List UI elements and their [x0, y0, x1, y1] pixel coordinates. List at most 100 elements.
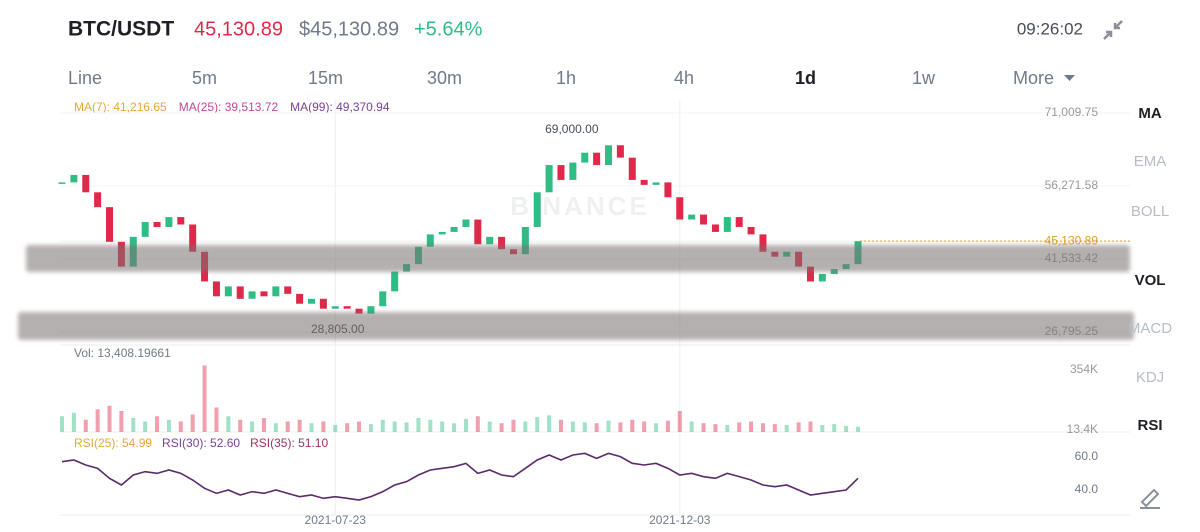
rsi-tick-label: 40.0 [1075, 482, 1099, 496]
ma-label: MA(99): 49,370.94 [290, 100, 390, 114]
volume-bar [309, 423, 314, 432]
volume-bar [297, 419, 302, 432]
volume-bar [582, 422, 587, 432]
y-tick-label: 56,271.58 [1045, 178, 1099, 192]
candle [165, 217, 173, 227]
candle [486, 236, 494, 245]
candle [628, 157, 636, 180]
rsi-label: RSI(30): 52.60 [162, 436, 240, 450]
volume-bar [594, 423, 599, 432]
candle [723, 217, 731, 232]
volume-bar [345, 423, 350, 432]
candle [438, 231, 446, 235]
indicator-option[interactable]: MA [1138, 105, 1161, 122]
volume-tick-label: 354K [1070, 362, 1098, 376]
pair: BTC/USDT [68, 18, 174, 41]
volume-bar [143, 421, 148, 432]
tab[interactable]: More [1013, 68, 1054, 88]
indicator-option[interactable]: VOL [1135, 272, 1166, 289]
tab[interactable]: 1h [556, 68, 576, 88]
high-label: 69,000.00 [545, 122, 599, 136]
volume-bar [60, 416, 64, 432]
indicator-option[interactable]: BOLL [1131, 203, 1169, 220]
volume-bar [558, 419, 563, 432]
candle [581, 152, 589, 163]
price-usd: $45,130.89 [299, 18, 399, 40]
volume-bar [618, 422, 623, 432]
candle [82, 174, 90, 193]
volume-bar [606, 420, 611, 432]
draw-icon[interactable] [1140, 488, 1160, 509]
volume-bar [689, 421, 694, 432]
volume-bar [630, 419, 635, 432]
rsi-line [61, 452, 859, 501]
candle [106, 207, 114, 242]
volume-bar [119, 411, 124, 432]
indicator-option[interactable]: KDJ [1136, 369, 1164, 386]
volume-bar [856, 426, 860, 432]
time: 09:26:02 [1017, 19, 1083, 38]
collapse-icon[interactable] [1103, 20, 1123, 40]
volume-bar [820, 425, 825, 432]
indicator-option[interactable]: EMA [1134, 153, 1167, 170]
candle [593, 152, 601, 166]
volume-bar [452, 423, 457, 432]
candle [307, 298, 315, 304]
candle [711, 224, 719, 232]
volume-bar [416, 418, 421, 432]
volume-bar [796, 422, 801, 432]
watermark: BINANCE [510, 191, 649, 221]
candle [640, 179, 648, 185]
volume-label: Vol: 13,408.19661 [74, 346, 171, 360]
candle [557, 165, 565, 180]
volume-bar [178, 421, 183, 432]
x-tick-label: 2021-07-23 [305, 513, 367, 527]
indicator-option[interactable]: RSI [1137, 417, 1162, 434]
ma-label: MA(7): 41,216.65 [74, 100, 167, 114]
candle [806, 266, 814, 282]
candle [605, 145, 613, 166]
volume-bar [808, 421, 813, 432]
volume-bar [570, 421, 575, 432]
tab[interactable]: 5m [192, 68, 217, 88]
volume-bar [392, 421, 397, 432]
candle [367, 306, 375, 314]
volume-bar [250, 421, 255, 432]
volume-bar [440, 421, 445, 432]
candle [296, 293, 304, 304]
candle [272, 286, 280, 297]
candle [260, 291, 268, 297]
candle [545, 165, 553, 193]
indicator-option[interactable]: MACD [1128, 320, 1172, 337]
tab[interactable]: Line [68, 68, 102, 88]
volume-bar [261, 418, 266, 432]
candle [153, 222, 161, 227]
volume-bar [784, 425, 789, 432]
candle [94, 192, 102, 208]
tab-bar: Line 5m 15m 30m 1h 4h 1d 1w More [68, 68, 1075, 88]
candle [676, 197, 684, 220]
candle [498, 236, 506, 250]
volume-bar [226, 416, 231, 432]
candle [818, 274, 826, 282]
tab[interactable]: 30m [427, 68, 462, 88]
volume-bar [642, 421, 647, 432]
volume-bar [511, 419, 516, 432]
candle [391, 271, 399, 292]
price: 45,130.89 [194, 18, 283, 40]
volume-bar [760, 423, 765, 432]
tab[interactable]: 4h [674, 68, 694, 88]
candle [426, 234, 434, 247]
tab[interactable]: 1w [912, 68, 936, 88]
candle [616, 145, 624, 158]
volume-bar [844, 425, 849, 432]
candle [664, 182, 672, 198]
volume-bar [535, 417, 540, 432]
tab[interactable]: 15m [308, 68, 343, 88]
volume-bar [523, 421, 528, 432]
tab[interactable]: 1d [795, 68, 816, 88]
volume-bar [321, 421, 326, 432]
volume-bar [737, 422, 742, 432]
